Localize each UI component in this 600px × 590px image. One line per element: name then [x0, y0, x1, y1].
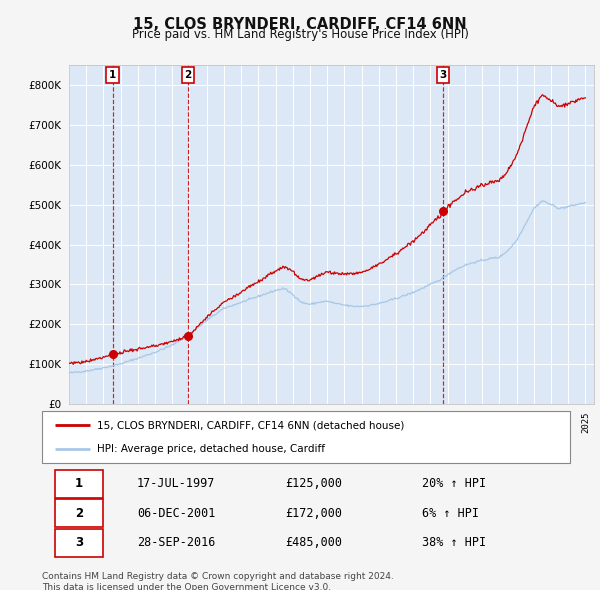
- Text: 28-SEP-2016: 28-SEP-2016: [137, 536, 215, 549]
- Text: 6% ↑ HPI: 6% ↑ HPI: [422, 507, 479, 520]
- Text: 06-DEC-2001: 06-DEC-2001: [137, 507, 215, 520]
- FancyBboxPatch shape: [42, 411, 570, 463]
- Text: £125,000: £125,000: [285, 477, 342, 490]
- Text: 38% ↑ HPI: 38% ↑ HPI: [422, 536, 486, 549]
- FancyBboxPatch shape: [55, 499, 103, 527]
- Text: Price paid vs. HM Land Registry's House Price Index (HPI): Price paid vs. HM Land Registry's House …: [131, 28, 469, 41]
- FancyBboxPatch shape: [55, 470, 103, 498]
- Text: HPI: Average price, detached house, Cardiff: HPI: Average price, detached house, Card…: [97, 444, 325, 454]
- Text: Contains HM Land Registry data © Crown copyright and database right 2024.
This d: Contains HM Land Registry data © Crown c…: [42, 572, 394, 590]
- Text: £485,000: £485,000: [285, 536, 342, 549]
- Text: 15, CLOS BRYNDERI, CARDIFF, CF14 6NN (detached house): 15, CLOS BRYNDERI, CARDIFF, CF14 6NN (de…: [97, 420, 405, 430]
- Text: 3: 3: [75, 536, 83, 549]
- Text: 20% ↑ HPI: 20% ↑ HPI: [422, 477, 486, 490]
- Text: 2: 2: [184, 70, 192, 80]
- Text: 15, CLOS BRYNDERI, CARDIFF, CF14 6NN: 15, CLOS BRYNDERI, CARDIFF, CF14 6NN: [133, 17, 467, 31]
- Text: £172,000: £172,000: [285, 507, 342, 520]
- Text: 1: 1: [109, 70, 116, 80]
- FancyBboxPatch shape: [55, 529, 103, 557]
- Text: 2: 2: [75, 507, 83, 520]
- Text: 1: 1: [75, 477, 83, 490]
- Text: 17-JUL-1997: 17-JUL-1997: [137, 477, 215, 490]
- Text: 3: 3: [440, 70, 447, 80]
